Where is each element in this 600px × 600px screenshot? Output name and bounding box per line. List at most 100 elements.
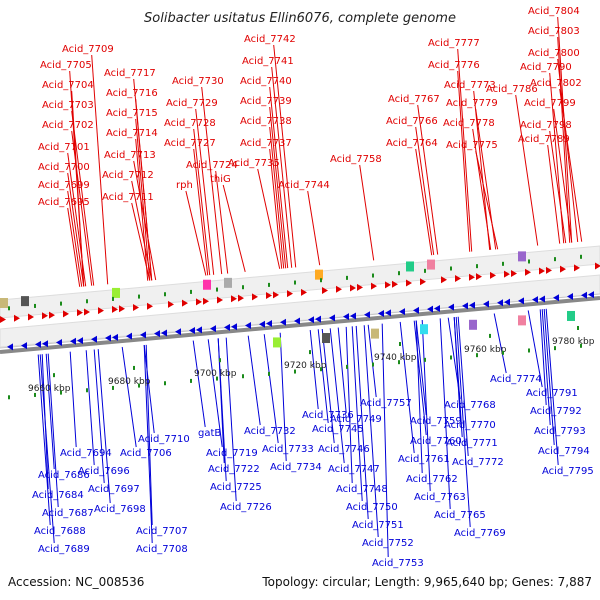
reverse-leader-line: [455, 316, 471, 528]
forward-gene-arrow: [28, 313, 34, 321]
reverse-gene-arrow: [161, 329, 167, 337]
forward-gene-arrow: [42, 312, 48, 320]
forward-gene-label: Acid_7717: [104, 68, 156, 79]
reverse-gene-arrow: [532, 296, 538, 304]
forward-leader-line: [547, 144, 561, 244]
scale-tick: [133, 365, 135, 370]
reverse-gene-arrow: [539, 295, 545, 303]
minor-tick: [346, 364, 348, 369]
forward-gene-label: Acid_7737: [240, 138, 292, 149]
forward-gene-arrow: [14, 314, 20, 322]
reverse-gene-arrow: [105, 334, 111, 342]
reverse-gene-label: Acid_7792: [530, 406, 582, 417]
forward-gene-label: Acid_7739: [240, 96, 292, 107]
forward-gene-label: Acid_7699: [38, 180, 90, 191]
minor-tick: [216, 376, 218, 381]
scale-tick-label: 9680 kbp: [108, 377, 151, 387]
minor-tick: [424, 268, 426, 273]
forward-gene-arrow: [322, 287, 328, 295]
forward-leader-line: [135, 138, 149, 281]
scale-tick: [219, 358, 221, 363]
minor-tick: [112, 296, 114, 301]
minor-tick: [398, 360, 400, 365]
scale-tick-label: 9660 kbp: [28, 384, 71, 394]
reverse-gene-arrow: [497, 299, 503, 307]
forward-gene-arrow: [441, 276, 447, 284]
forward-leader-line: [549, 130, 567, 244]
forward-gene-arrow: [336, 285, 342, 293]
forward-gene-label: Acid_7742: [244, 34, 296, 45]
reverse-leader-line: [381, 323, 389, 558]
reverse-gene-arrow: [21, 342, 27, 350]
forward-leader-line: [201, 86, 223, 275]
reverse-gene-label: Acid_7734: [270, 462, 322, 473]
forward-leader-line: [185, 190, 207, 276]
forward-gene-label: Acid_7730: [172, 76, 224, 87]
reverse-gene-arrow: [308, 316, 314, 324]
forward-leader-line: [417, 104, 439, 255]
forward-gene-arrow: [217, 296, 223, 304]
minor-tick: [86, 299, 88, 304]
reverse-leader-line: [367, 324, 377, 398]
reverse-gene-label: Acid_7795: [542, 466, 594, 477]
reverse-gene-arrow: [385, 309, 391, 317]
scale-ticks: 9660 kbp 9680 kbp 9700 kbp 9720 kbp 9740 kbp…: [8, 254, 595, 400]
forward-gene-arrow: [455, 275, 461, 283]
reverse-leader-line: [85, 350, 95, 466]
reverse-gene-label: Acid_7763: [414, 492, 466, 503]
forward-leader-line: [475, 108, 497, 250]
reverse-gene-arrow: [581, 291, 587, 299]
forward-gene-label: Acid_7735: [228, 158, 280, 169]
forward-gene-arrow: [252, 293, 258, 301]
minor-tick: [34, 303, 36, 308]
forward-leader-line: [269, 126, 285, 269]
forward-gene-arrow: [504, 270, 510, 278]
reverse-gene-arrow: [175, 328, 181, 336]
genome-summary: Topology: circular; Length: 9,965,640 bp…: [261, 575, 592, 589]
forward-leader-line: [307, 190, 321, 266]
forward-gene-label: Acid_7724: [186, 160, 238, 171]
reverse-leader-line: [415, 320, 427, 416]
forward-gene-labels: Acid_7695 Acid_7699 Acid_7700 Acid_7701 Acid…: [38, 6, 582, 208]
reverse-gene-arrow: [259, 320, 265, 328]
reverse-gene-label: Acid_7760: [410, 436, 462, 447]
forward-gene-arrow: [63, 310, 69, 318]
reverse-gene-label: Acid_7694: [60, 448, 112, 459]
annotation-block: [427, 259, 435, 270]
reverse-gene-arrow: [56, 338, 62, 346]
forward-leader-line: [557, 36, 571, 243]
reverse-gene-label: Acid_7765: [434, 510, 486, 521]
forward-gene-label: Acid_7773: [444, 80, 496, 91]
forward-gene-label: Acid_7803: [528, 26, 580, 37]
minor-tick: [190, 289, 192, 294]
scale-tick-label: 9760 kbp: [464, 345, 507, 355]
reverse-gene-arrow: [343, 313, 349, 321]
minor-tick: [86, 388, 88, 393]
forward-gene-label: Acid_7704: [42, 80, 94, 91]
reverse-gene-label: Acid_7710: [138, 434, 190, 445]
forward-gene-label: Acid_7700: [38, 162, 90, 173]
minor-tick: [138, 383, 140, 388]
forward-gene-label: Acid_7802: [530, 78, 582, 89]
forward-gene-arrow: [406, 279, 412, 287]
scale-tick-label: 9700 kbp: [194, 369, 237, 379]
minor-tick: [502, 350, 504, 355]
forward-gene-arrow: [196, 298, 202, 306]
forward-gene-label: Acid_7779: [446, 98, 498, 109]
forward-gene-label: Acid_7705: [40, 60, 92, 71]
forward-leader-line: [215, 170, 229, 274]
reverse-gene-label: Acid_7774: [490, 374, 542, 385]
forward-gene-arrow: [266, 292, 272, 300]
minor-tick: [554, 257, 556, 262]
minor-tick: [60, 390, 62, 395]
annotation-block: [469, 319, 477, 330]
minor-tick: [346, 275, 348, 280]
reverse-gene-arrow: [329, 314, 335, 322]
forward-gene-label: Acid_7799: [524, 98, 576, 109]
minor-tick: [580, 254, 582, 259]
forward-gene-label: Acid_7712: [102, 170, 154, 181]
forward-leader-line: [193, 148, 209, 276]
reverse-leader-line: [453, 317, 463, 438]
minor-tick: [60, 301, 62, 306]
reverse-gene-arrow: [35, 340, 41, 348]
